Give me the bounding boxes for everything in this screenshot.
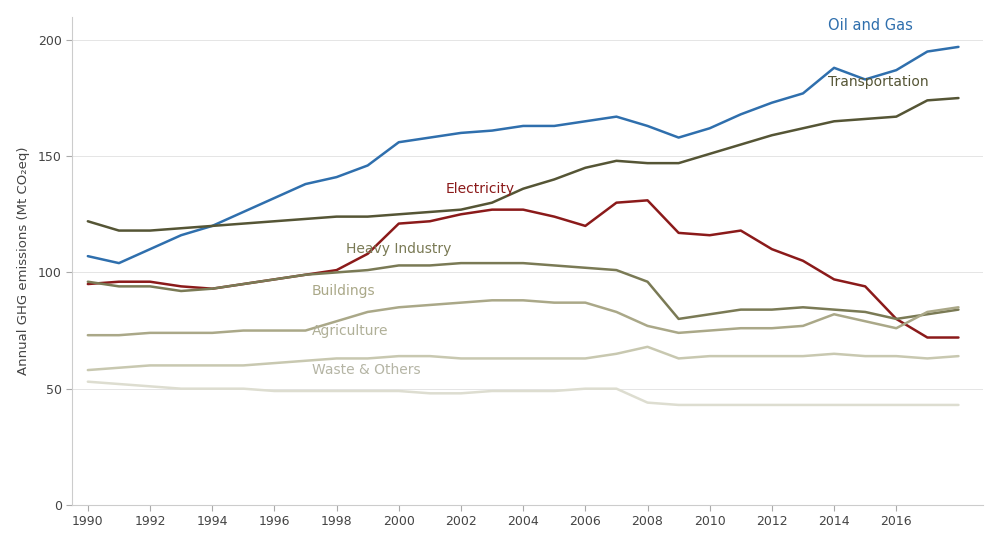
Text: Waste & Others: Waste & Others bbox=[312, 363, 420, 377]
Text: Electricity: Electricity bbox=[445, 181, 515, 196]
Text: Heavy Industry: Heavy Industry bbox=[346, 242, 451, 256]
Text: Agriculture: Agriculture bbox=[312, 324, 388, 337]
Text: Buildings: Buildings bbox=[312, 284, 375, 298]
Y-axis label: Annual GHG emissions (Mt CO₂eq): Annual GHG emissions (Mt CO₂eq) bbox=[17, 147, 30, 375]
Text: Transportation: Transportation bbox=[828, 75, 928, 89]
Text: Oil and Gas: Oil and Gas bbox=[828, 19, 913, 33]
